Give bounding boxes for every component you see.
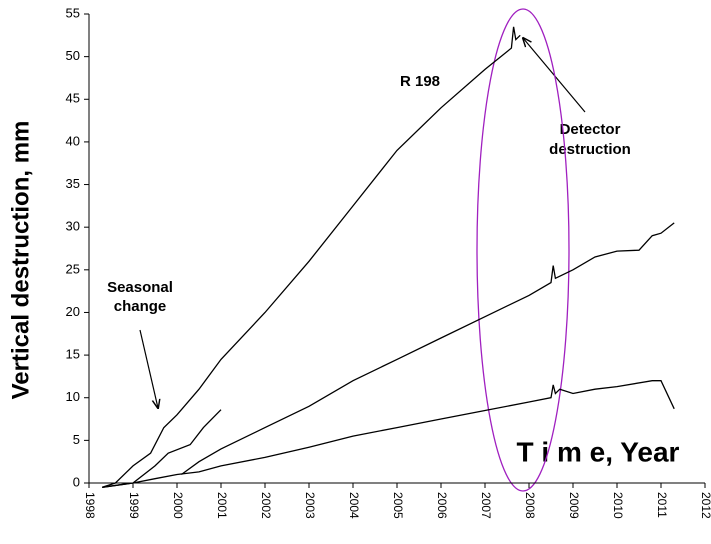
x-tick-label: 2005 bbox=[391, 492, 405, 519]
y-tick-label: 20 bbox=[66, 304, 80, 319]
x-tick-label: 1998 bbox=[83, 492, 97, 519]
series-line bbox=[102, 409, 222, 488]
x-tick-label: 2009 bbox=[567, 492, 581, 519]
x-tick-label: 2006 bbox=[435, 492, 449, 519]
y-tick-label: 30 bbox=[66, 219, 80, 234]
x-tick-label: 2007 bbox=[479, 492, 493, 519]
series-line bbox=[101, 26, 521, 488]
annotation: change bbox=[114, 298, 167, 315]
y-tick-label: 10 bbox=[66, 389, 80, 404]
y-tick-label: 50 bbox=[66, 48, 80, 63]
y-axis-label: Vertical destruction, mm bbox=[7, 121, 34, 400]
x-tick-label: 2002 bbox=[259, 492, 273, 519]
annotation: Seasonal bbox=[107, 279, 173, 296]
y-tick-label: 35 bbox=[66, 176, 80, 191]
y-tick-label: 25 bbox=[66, 261, 80, 276]
x-axis-label: T i m e, Year bbox=[517, 436, 680, 467]
x-tick-label: 2003 bbox=[303, 492, 317, 519]
y-tick-label: 40 bbox=[66, 133, 80, 148]
x-tick-label: 2012 bbox=[699, 492, 711, 519]
arrow bbox=[139, 329, 158, 408]
series-line bbox=[181, 222, 675, 476]
x-tick-label: 2011 bbox=[655, 492, 669, 518]
annotation: Detector bbox=[560, 121, 621, 138]
x-tick-label: 2001 bbox=[215, 492, 229, 519]
y-tick-label: 55 bbox=[66, 5, 80, 20]
series-line bbox=[102, 380, 675, 488]
x-tick-label: 2000 bbox=[171, 492, 185, 519]
y-tick-label: 15 bbox=[66, 347, 80, 362]
y-tick-label: 0 bbox=[73, 474, 80, 489]
annotation: destruction bbox=[549, 141, 631, 158]
highlight-ellipse bbox=[476, 8, 570, 492]
x-tick-label: 1999 bbox=[127, 492, 141, 519]
x-tick-label: 2010 bbox=[611, 492, 625, 519]
annotation: R 198 bbox=[400, 73, 440, 90]
y-tick-label: 5 bbox=[73, 432, 80, 447]
x-tick-label: 2004 bbox=[347, 492, 361, 519]
x-tick-label: 2008 bbox=[523, 492, 537, 519]
y-tick-label: 45 bbox=[66, 91, 80, 106]
